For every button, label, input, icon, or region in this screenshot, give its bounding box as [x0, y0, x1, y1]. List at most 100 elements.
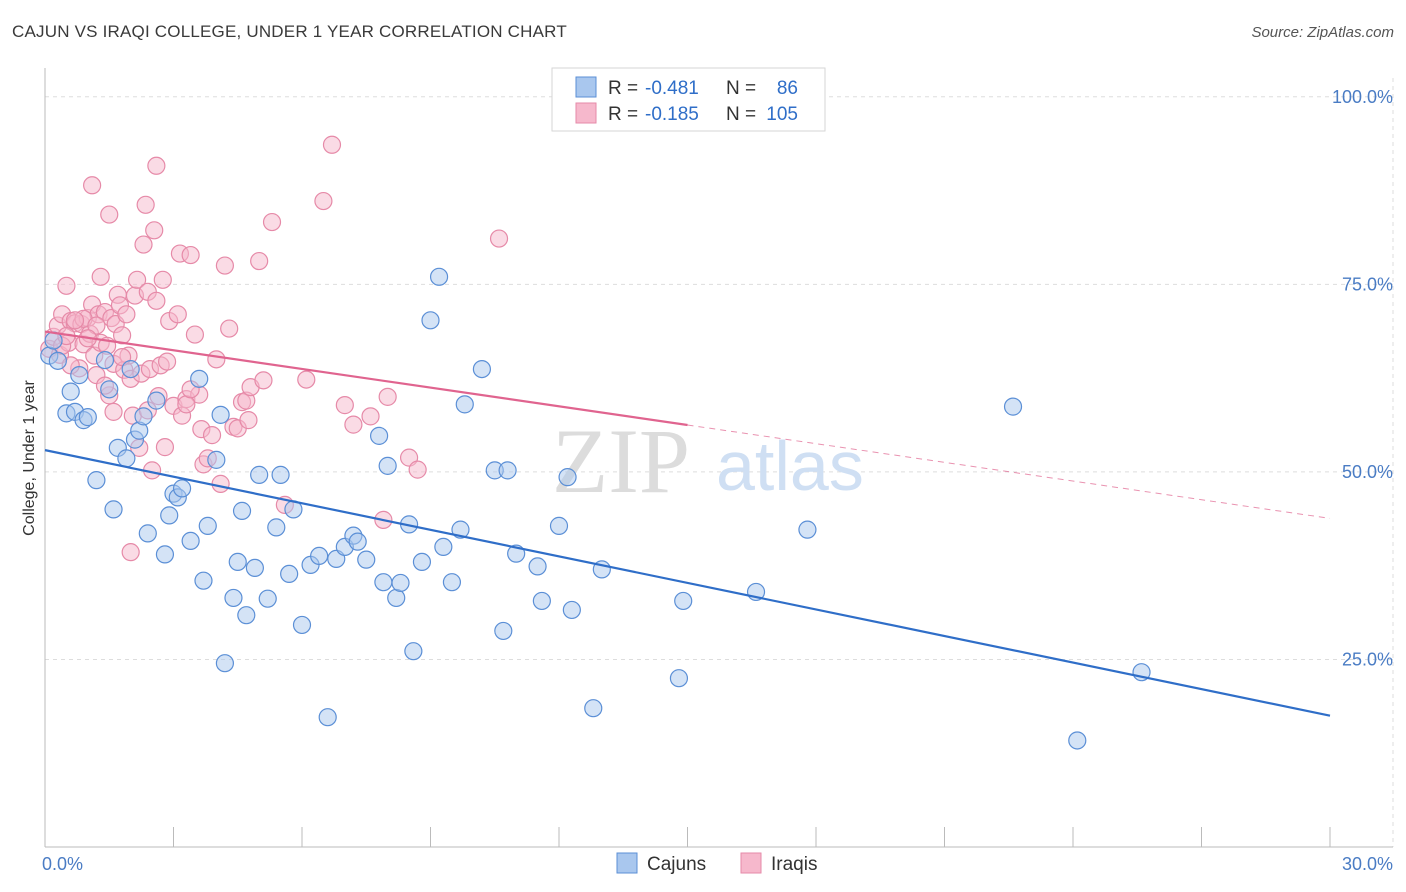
cajuns-point-61 — [429, 267, 449, 286]
cajuns-point-31 — [215, 654, 234, 673]
cajuns-point-32 — [224, 588, 243, 608]
bottom-legend-label-cajuns: Cajuns — [647, 854, 706, 875]
cajuns-point-21 — [160, 506, 179, 525]
iraqis-point-62 — [207, 350, 226, 369]
cajuns-point-1 — [48, 351, 67, 370]
y-tick-label-3: 25.0% — [1342, 649, 1393, 669]
iraqis-point-93 — [87, 316, 106, 335]
cajuns-point-3 — [61, 382, 80, 401]
cajuns-point-38 — [258, 589, 277, 608]
trend-line-iraqis-dashed — [687, 424, 1331, 519]
y-tick-labels: 100.0% 75.0% 50.0% 25.0% — [1332, 87, 1393, 670]
iraqis-point-47 — [155, 438, 175, 457]
iraqis-point-101 — [177, 395, 196, 414]
cajuns-point-78 — [669, 669, 689, 688]
cajuns-point-59 — [412, 552, 432, 572]
iraqis-point-96 — [121, 543, 140, 562]
iraqis-point-81 — [361, 407, 380, 426]
iraqis-point-95 — [104, 402, 123, 421]
correlation-legend: R = -0.481 N = 86 R = -0.185 N = 105 — [551, 67, 826, 132]
cajuns-point-37 — [250, 465, 269, 484]
cajuns-point-73 — [549, 516, 569, 535]
legend-n-label-iraqis: N = — [726, 104, 756, 125]
iraqis-point-77 — [314, 191, 333, 211]
cajuns-point-20 — [155, 545, 175, 564]
cajuns-point-43 — [292, 615, 312, 635]
cajuns-point-40 — [271, 465, 290, 484]
cajuns-point-71 — [528, 557, 547, 576]
cajuns-point-72 — [532, 591, 551, 611]
chart-title: CAJUN VS IRAQI COLLEGE, UNDER 1 YEAR COR… — [12, 22, 567, 41]
trend-line-cajuns — [44, 449, 1331, 717]
cajuns-point-64 — [451, 520, 470, 539]
iraqis-point-38 — [136, 195, 155, 214]
iraqis-point-51 — [168, 305, 187, 324]
cajuns-point-27 — [194, 571, 213, 590]
cajuns-point-53 — [374, 573, 393, 592]
cajuns-point-62 — [434, 537, 453, 557]
cajuns-point-41 — [280, 564, 299, 584]
cajuns-point-9 — [95, 350, 115, 370]
iraqis-point-74 — [262, 212, 282, 232]
cajuns-point-63 — [442, 573, 462, 592]
bottom-legend-swatch-iraqis — [740, 852, 762, 874]
iraqis-point-78 — [322, 135, 342, 154]
x-tick-labels: 0.0% 30.0% — [42, 854, 1393, 874]
cajuns-point-30 — [211, 405, 230, 424]
iraqis-point-29 — [117, 305, 136, 324]
cajuns-point-10 — [100, 380, 119, 399]
iraqis-point-37 — [134, 235, 153, 254]
iraqis-point-83 — [378, 387, 397, 406]
y-tick-label-0: 100.0% — [1332, 87, 1393, 107]
cajuns-point-74 — [558, 468, 577, 487]
y-axis-label: College, Under 1 year — [21, 380, 38, 536]
legend-r-value-iraqis: -0.185 — [645, 104, 699, 125]
axes — [44, 68, 1393, 848]
iraqis-point-86 — [489, 229, 509, 248]
cajuns-point-45 — [310, 546, 329, 566]
iraqis-point-88 — [100, 205, 119, 224]
cajuns-point-7 — [78, 408, 97, 427]
cajuns-point-68 — [494, 621, 513, 641]
cajuns-point-18 — [138, 524, 157, 543]
cajuns-point-24 — [172, 479, 192, 498]
cajuns-point-58 — [404, 642, 423, 661]
iraqis-point-48 — [157, 352, 177, 371]
cajuns-point-14 — [121, 359, 140, 379]
cajuns-point-69 — [498, 461, 517, 480]
cajuns-point-79 — [674, 591, 693, 611]
cajuns-point-56 — [391, 573, 410, 593]
iraqis-point-56 — [185, 325, 205, 344]
cajuns-point-65 — [455, 395, 474, 414]
iraqis-point-65 — [220, 319, 239, 338]
cajuns-point-50 — [348, 532, 367, 551]
legend-n-value-iraqis: 105 — [766, 104, 798, 125]
iraqis-point-90 — [91, 267, 110, 286]
bottom-legend-label-iraqis: Iraqis — [771, 854, 817, 875]
iraqis-point-73 — [254, 371, 273, 390]
cajuns-point-82 — [1003, 397, 1023, 416]
iraqis-point-85 — [408, 460, 427, 479]
legend-swatch-iraqis — [575, 102, 597, 124]
cajuns-point-39 — [267, 518, 286, 537]
cajuns-point-75 — [562, 600, 581, 620]
source-label: Source: ZipAtlas.com — [1251, 24, 1394, 41]
y-tick-label-2: 50.0% — [1342, 462, 1393, 482]
cajuns-point-60 — [421, 311, 440, 330]
cajuns-point-46 — [318, 708, 337, 727]
cajuns-point-51 — [357, 550, 376, 569]
x-tick-label-1: 30.0% — [1342, 854, 1393, 874]
iraqis-point-42 — [145, 221, 164, 240]
iraqis-point-72 — [250, 251, 269, 271]
trend-line-iraqis-solid — [44, 330, 688, 427]
iraqis-point-99 — [65, 311, 85, 330]
iraqis-point-89 — [147, 156, 166, 175]
bottom-legend-swatch-cajuns — [616, 852, 638, 874]
x-tick-label-0: 0.0% — [42, 854, 83, 874]
iraqis-point-46 — [153, 270, 172, 289]
cajuns-point-54 — [378, 456, 397, 475]
cajuns-point-17 — [134, 407, 153, 426]
iraqis-point-64 — [215, 256, 234, 275]
iraqis-point-63 — [211, 474, 230, 493]
iraqis-point-61 — [202, 426, 222, 445]
